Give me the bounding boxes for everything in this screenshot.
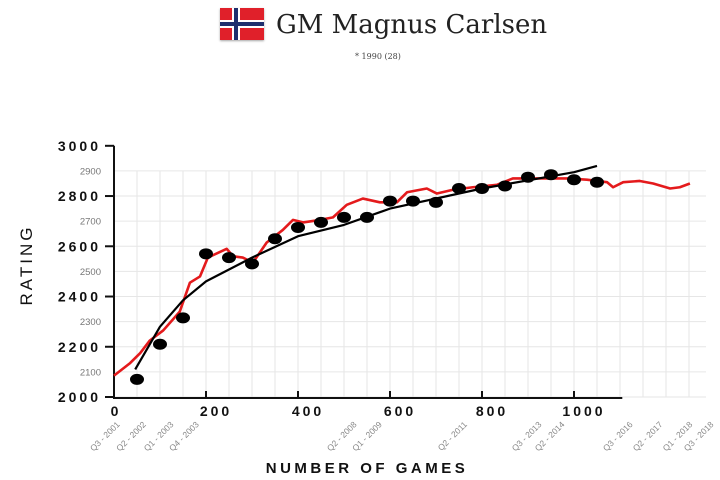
data-point [590, 176, 604, 188]
data-point [314, 216, 328, 228]
plot-area [113, 164, 691, 385]
date-tick-label: Q2 - 2011 [436, 419, 470, 453]
rating-history-line [113, 177, 691, 377]
y-minor-tick-label: 2700 [80, 217, 101, 228]
birth-year-age: * 1990 (28) [355, 52, 401, 61]
data-point [544, 169, 558, 181]
trend-curve [134, 164, 598, 370]
data-point [567, 174, 581, 186]
x-tick-label: 1000 [562, 403, 605, 419]
y-major-tick-label: 3000 [58, 138, 101, 154]
y-minor-tick-label: 2100 [80, 367, 101, 378]
x-tick-label: 200 [200, 403, 232, 419]
data-point [130, 373, 144, 385]
data-point [360, 211, 374, 223]
data-point [429, 196, 443, 208]
data-point [452, 183, 466, 195]
data-point [475, 183, 489, 195]
y-minor-tick-label: 2900 [80, 166, 101, 177]
data-point [199, 248, 213, 260]
data-point [337, 211, 351, 223]
data-point [291, 221, 305, 233]
player-header: GM Magnus Carlsen * 1990 (28) [0, 0, 720, 70]
y-axis-label: RATING [17, 225, 36, 306]
y-major-tick-label: 2200 [58, 339, 101, 355]
y-minor-tick-label: 2300 [80, 317, 101, 328]
x-axis-label: NUMBER OF GAMES [266, 460, 469, 477]
data-point [268, 233, 282, 245]
y-major-tick-label: 2000 [58, 389, 101, 405]
axes [105, 144, 623, 399]
data-point [222, 252, 236, 264]
data-point [153, 338, 167, 350]
date-tick-label: Q2 - 2017 [631, 419, 665, 453]
data-point [383, 195, 397, 207]
x-tick-label: 800 [476, 403, 508, 419]
norway-flag-icon [220, 8, 264, 40]
x-tick-label: 600 [384, 403, 416, 419]
data-point [498, 180, 512, 192]
y-major-tick-label: 2400 [58, 289, 101, 305]
player-name: GM Magnus Carlsen [276, 10, 548, 40]
data-point [176, 312, 190, 324]
y-minor-tick-label: 2500 [80, 267, 101, 278]
data-point [406, 195, 420, 207]
date-tick-label: Q3 - 2016 [601, 419, 635, 453]
x-tick-label: 0 [111, 403, 122, 419]
y-major-tick-label: 2600 [58, 238, 101, 254]
data-point [521, 171, 535, 183]
y-major-tick-label: 2800 [58, 188, 101, 204]
grid [113, 170, 706, 398]
data-point [245, 258, 259, 270]
x-tick-label: 400 [292, 403, 324, 419]
